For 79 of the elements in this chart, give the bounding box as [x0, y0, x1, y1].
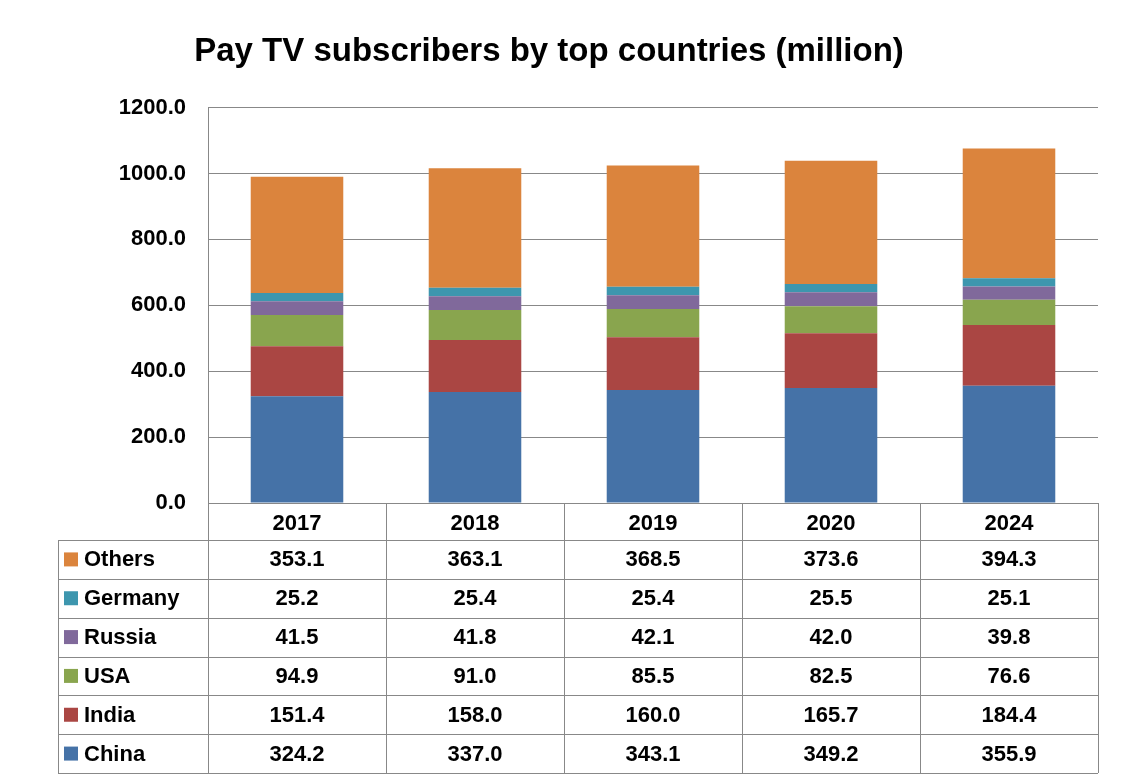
data-label: 25.1	[987, 585, 1031, 611]
bar	[606, 165, 700, 287]
y-tick-label: 400.0	[130, 357, 186, 383]
data-label: 165.7	[803, 701, 859, 727]
bar	[962, 286, 1056, 300]
bar	[784, 283, 878, 293]
bar	[250, 396, 344, 503]
bar	[784, 387, 878, 503]
bar	[428, 168, 522, 288]
data-label: 25.4	[631, 585, 676, 611]
bar	[606, 389, 700, 503]
bar	[606, 295, 700, 310]
legend-label: China	[84, 740, 146, 766]
chart-title: Pay TV subscribers by top countries (million)	[194, 30, 904, 68]
y-tick-label: 600.0	[130, 291, 186, 317]
data-label: 82.5	[809, 662, 853, 688]
bar	[250, 293, 344, 302]
data-label: 151.4	[269, 701, 326, 727]
data-label: 355.9	[981, 740, 1037, 766]
bar	[962, 299, 1056, 325]
data-label: 25.5	[809, 585, 853, 611]
y-tick-label: 1200.0	[118, 93, 186, 119]
data-label: 158.0	[447, 701, 503, 727]
data-label: 324.2	[269, 740, 325, 766]
legend-label: USA	[84, 662, 131, 688]
data-label: 41.5	[275, 624, 319, 650]
bar	[250, 315, 344, 347]
bar	[250, 176, 344, 294]
bar	[428, 309, 522, 340]
bar	[428, 296, 522, 310]
data-label: 25.2	[275, 585, 319, 611]
data-label: 42.0	[809, 624, 853, 650]
y-tick-label: 0.0	[155, 489, 186, 515]
bar	[250, 301, 344, 316]
bar	[250, 346, 344, 397]
data-label: 373.6	[803, 546, 859, 572]
data-label: 41.8	[453, 624, 497, 650]
legend-label: Russia	[84, 624, 157, 650]
x-tick-label: 2018	[450, 510, 500, 536]
bar	[962, 385, 1056, 503]
data-label: 363.1	[447, 546, 503, 572]
data-label: 337.0	[447, 740, 503, 766]
data-label: 91.0	[453, 662, 497, 688]
bar	[962, 324, 1056, 386]
bar	[606, 286, 700, 296]
bar	[784, 333, 878, 388]
legend-label: India	[84, 701, 137, 727]
x-tick-label: 2017	[272, 510, 322, 536]
bar	[962, 278, 1056, 287]
data-label: 349.2	[803, 740, 859, 766]
y-tick-label: 1000.0	[118, 159, 186, 185]
bar	[784, 292, 878, 307]
x-tick-label: 2019	[628, 510, 678, 536]
data-label: 39.8	[987, 624, 1031, 650]
bar	[606, 309, 700, 338]
data-label: 76.6	[987, 662, 1031, 688]
legend-label: Others	[84, 546, 155, 572]
data-label: 394.3	[981, 546, 1037, 572]
data-label: 25.4	[453, 585, 498, 611]
data-label: 184.4	[981, 701, 1038, 727]
bar	[962, 148, 1056, 279]
x-tick-label: 2024	[984, 510, 1035, 536]
data-label: 353.1	[269, 546, 325, 572]
data-label: 343.1	[625, 740, 681, 766]
y-tick-label: 200.0	[130, 423, 186, 449]
bar	[784, 160, 878, 284]
data-label: 368.5	[625, 546, 681, 572]
bar	[606, 337, 700, 390]
bar	[428, 287, 522, 297]
bar	[784, 306, 878, 334]
data-label: 94.9	[275, 662, 319, 688]
legend-label: Germany	[84, 585, 181, 611]
y-tick-label: 800.0	[130, 225, 186, 251]
data-label: 160.0	[625, 701, 681, 727]
data-label: 85.5	[631, 662, 675, 688]
data-label: 42.1	[631, 624, 675, 650]
x-tick-label: 2020	[806, 510, 856, 536]
bar	[428, 339, 522, 392]
bar	[428, 391, 522, 503]
